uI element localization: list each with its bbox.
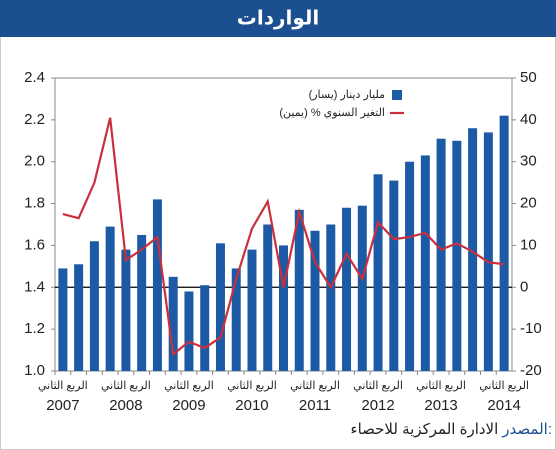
x-year-label: 2014 [487,397,520,414]
y-tick-label: 1.0 [24,362,45,379]
legend-swatch [392,90,402,100]
bar [468,128,478,371]
bar [342,207,352,371]
legend-label: التغير السنوي % (يمين) [279,107,385,119]
bar [452,140,462,371]
y2-tick-label: 30 [520,153,537,170]
y2-tick-label: 40 [520,111,537,128]
y2-tick-label: -10 [520,320,542,337]
bar [373,174,383,371]
bar [200,285,210,371]
bar [121,249,131,371]
x-year-label: 2009 [172,397,205,414]
x-tick-label: الربع الثاني [38,380,88,392]
bar [89,241,99,371]
source: الادارة المركزية للاحصاء [351,421,499,438]
x-year-label: 2008 [109,397,142,414]
bar [310,230,320,371]
x-tick-label: الربع الثاني [290,380,340,392]
line [62,117,505,357]
bar [499,115,509,372]
x-year-label: 2011 [299,397,331,414]
y2-tick-label: 50 [520,69,537,86]
y2-tick-label: -20 [520,362,542,379]
y-tick-label: 1.6 [24,236,45,253]
x-tick-label: الربع الثاني [479,380,529,392]
bar [436,138,446,371]
bar [58,268,68,371]
bar [137,234,147,371]
x-tick-label: الربع الثاني [227,380,277,392]
y2-tick-label: 20 [520,195,537,212]
source-label: المصدر: [501,421,552,438]
bar [294,209,304,371]
x-year-label: 2012 [361,397,394,414]
bar [152,199,162,371]
bar [215,243,225,371]
bar [483,132,493,371]
chart-title: الواردات [237,7,320,29]
y-tick-label: 2.2 [24,111,45,128]
y-tick-label: 2.4 [24,69,45,86]
bar [279,245,288,371]
bar [105,226,115,371]
bar [74,264,84,371]
bar [389,180,399,371]
bar [184,291,194,371]
legend-label: مليار دينار (يسار) [309,89,386,101]
x-tick-label: الربع الثاني [416,380,466,392]
bar [405,161,415,371]
bar [231,268,241,371]
x-year-label: 2007 [46,397,79,414]
y-tick-label: 2.0 [24,153,45,170]
header-bar [0,0,556,37]
x-tick-label: الربع الثاني [164,380,214,392]
bar [420,155,430,371]
x-tick-label: الربع الثاني [101,380,151,392]
x-tick-label: الربع الثاني [353,380,403,392]
bar [357,205,367,371]
bar [263,224,273,371]
bar [168,276,178,371]
bar [326,224,336,371]
x-year-label: 2013 [424,397,457,414]
y-tick-label: 1.2 [24,320,45,337]
y-tick-label: 1.4 [24,278,45,295]
y2-tick-label: 0 [520,278,528,295]
x-year-label: 2010 [235,397,268,414]
y-tick-label: 1.8 [24,195,45,212]
bar [247,249,257,371]
y2-tick-label: 10 [520,236,537,253]
